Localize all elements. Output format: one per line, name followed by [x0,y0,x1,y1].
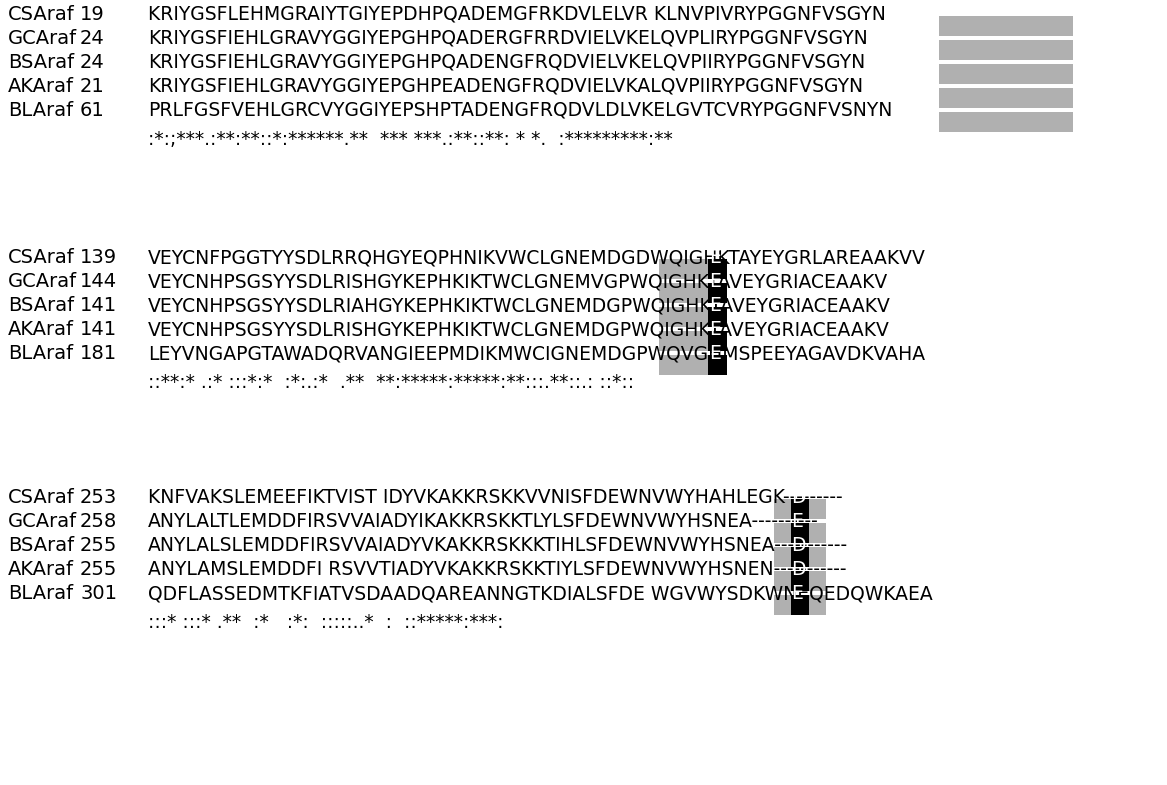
Text: E: E [710,272,721,291]
Bar [939,16,1072,36]
Text: :*:;***.:**:**::*:******.**  *** ***.:**::**: * *.  :*********:**: :*:;***.:**:**::*:******.** *** ***.:**:… [148,130,672,149]
Text: E: E [791,584,803,603]
Text: 141: 141 [81,296,117,315]
Text: 24: 24 [81,53,105,72]
Text: ANYLAMSLEMDDFI RSVVTIADYVKAKKRSKKTIYLSFDEWNVWYHSNEN-----------: ANYLAMSLEMDDFI RSVVTIADYVKAKKRSKKTIYLSFD… [148,560,846,579]
Text: :::* :::* .**  :*   :*:  :::::..*  :  ::*****:***:: :::* :::* .** :* :*: :::::..* : ::*****:… [148,613,503,632]
Text: CSAraf: CSAraf [8,488,75,507]
Bar [790,571,809,591]
Text: D: D [791,536,806,555]
Text: 61: 61 [81,101,105,120]
Bar [658,259,727,279]
Text: E: E [710,344,721,363]
Text: 24: 24 [81,29,105,48]
Text: BSAraf: BSAraf [8,53,75,72]
Bar [774,547,825,567]
Text: CSAraf: CSAraf [8,248,75,267]
Text: E: E [710,296,721,315]
Bar [658,283,727,303]
Text: VEYCNHPSGSYYSDLRIAHGYKEPHKIKTWCLGNEMDGPWQIGHKTAVEYGRIACEAAKV: VEYCNHPSGSYYSDLRIAHGYKEPHKIKTWCLGNEMDGPW… [148,296,890,315]
Text: VEYCNFPGGTYYSDLRRQHGYEQPHNIKVWCLGNEMDGDWQIGHKTAYEYGRLAREAAKVV: VEYCNFPGGTYYSDLRRQHGYEQPHNIKVWCLGNEMDGDW… [148,248,925,267]
Text: E: E [710,248,721,267]
Text: GCAraf: GCAraf [8,29,77,48]
Text: BLAraf: BLAraf [8,344,74,363]
Text: AKAraf: AKAraf [8,77,74,96]
Text: E: E [710,320,721,339]
Text: E: E [791,512,803,531]
Text: AKAraf: AKAraf [8,560,74,579]
Bar [939,40,1072,60]
Text: CSAraf: CSAraf [8,5,75,24]
Text: 255: 255 [81,560,118,579]
Text: KRIYGSFLEHMGRAIYTGIYEPDHPQADEMGFRKDVLELVR KLNVPIVRYPGGNFVSGYN: KRIYGSFLEHMGRAIYTGIYEPDHPQADEMGFRKDVLELV… [148,5,886,24]
Bar [939,112,1072,132]
Text: 144: 144 [81,272,117,291]
Text: 181: 181 [81,344,117,363]
Bar [790,523,809,543]
Bar [774,499,825,519]
Text: BSAraf: BSAraf [8,296,75,315]
Text: 21: 21 [81,77,105,96]
Text: KRIYGSFIEHLGRAVYGGIYEPGHPQADERGFRRDVIELVKELQVPLIRYPGGNFVSGYN: KRIYGSFIEHLGRAVYGGIYEPGHPQADERGFRRDVIELV… [148,29,868,48]
Text: KRIYGSFIEHLGRAVYGGIYEPGHPQADENGFRQDVIELVKELQVPIIRYPGGNFVSGYN: KRIYGSFIEHLGRAVYGGIYEPGHPQADENGFRQDVIELV… [148,53,865,72]
Bar [790,547,809,567]
Text: VEYCNHPSGSYYSDLRISHGYKEPHKIKTWCLGNEMDGPWQIGHKTAVEYGRIACEAAKV: VEYCNHPSGSYYSDLRISHGYKEPHKIKTWCLGNEMDGPW… [148,320,890,339]
Bar [708,259,727,279]
Text: PRLFGSFVEHLGRCVYGGIYEPSHPTADENGFRQDVLDLVKELGVTCVRYPGGNFVSNYN: PRLFGSFVEHLGRCVYGGIYEPSHPTADENGFRQDVLDLV… [148,101,893,120]
Text: ANYLALSLEMDDFIRSVVAIADYVKAKKRSKKKTIHLSFDEWNVWYHSNEA-----------: ANYLALSLEMDDFIRSVVAIADYVKAKKRSKKKTIHLSFD… [148,536,848,555]
Bar [708,355,727,375]
Text: BLAraf: BLAraf [8,101,74,120]
Text: 141: 141 [81,320,117,339]
Bar [790,595,809,615]
Text: BLAraf: BLAraf [8,584,74,603]
Bar [708,331,727,351]
Text: GCAraf: GCAraf [8,272,77,291]
Text: KRIYGSFIEHLGRAVYGGIYEPGHPEADENGFRQDVIELVKALQVPIIRYPGGNFVSGYN: KRIYGSFIEHLGRAVYGGIYEPGHPEADENGFRQDVIELV… [148,77,864,96]
Bar [790,499,809,519]
Text: KNFVAKSLEMEEFIKTVIST IDYVKAKKRSKKVVNISFDEWNVWYHAHLEGK---------: KNFVAKSLEMEEFIKTVIST IDYVKAKKRSKKVVNISFD… [148,488,843,507]
Text: 301: 301 [81,584,117,603]
Text: 255: 255 [81,536,118,555]
Text: D: D [791,488,806,507]
Text: AKAraf: AKAraf [8,320,74,339]
Text: QDFLASSEDMTKFIATVSDAADQAREANNGTKDIALSFDE WGVWYSDKWNEQEDQWKAEA: QDFLASSEDMTKFIATVSDAADQAREANNGTKDIALSFDE… [148,584,932,603]
Text: GCAraf: GCAraf [8,512,77,531]
Text: VEYCNHPSGSYYSDLRISHGYKEPHKIKTWCLGNEMVGPWQIGHKTAVEYGRIACEAAKV: VEYCNHPSGSYYSDLRISHGYKEPHKIKTWCLGNEMVGPW… [148,272,888,291]
Text: 19: 19 [81,5,105,24]
Text: ANYLALTLEMDDFIRSVVAIADYIKAKKRSKKTLYLSFDEWNVWYHSNEA----------: ANYLALTLEMDDFIRSVVAIADYIKAKKRSKKTLYLSFDE… [148,512,819,531]
Bar [774,595,825,615]
Text: 253: 253 [81,488,117,507]
Bar [658,307,727,327]
Bar [939,64,1072,84]
Bar [708,307,727,327]
Text: 139: 139 [81,248,117,267]
Bar [658,355,727,375]
Bar [658,331,727,351]
Text: D: D [791,560,806,579]
Bar [774,571,825,591]
Text: 258: 258 [81,512,117,531]
Text: LEYVNGAPGTAWADQRVANGIEEPMDIKMWCIGNEMDGPWQVGHMSPEEYAGAVDKVAHA: LEYVNGAPGTAWADQRVANGIEEPMDIKMWCIGNEMDGPW… [148,344,925,363]
Text: BSAraf: BSAraf [8,536,75,555]
Bar [708,283,727,303]
Bar [939,88,1072,108]
Text: ::**:* .:* :::*:*  :*:.:*  .**  **:*****:*****:**:::.**::.: ::*::: ::**:* .:* :::*:* :*:.:* .** **:*****:**… [148,373,634,392]
Bar [774,523,825,543]
